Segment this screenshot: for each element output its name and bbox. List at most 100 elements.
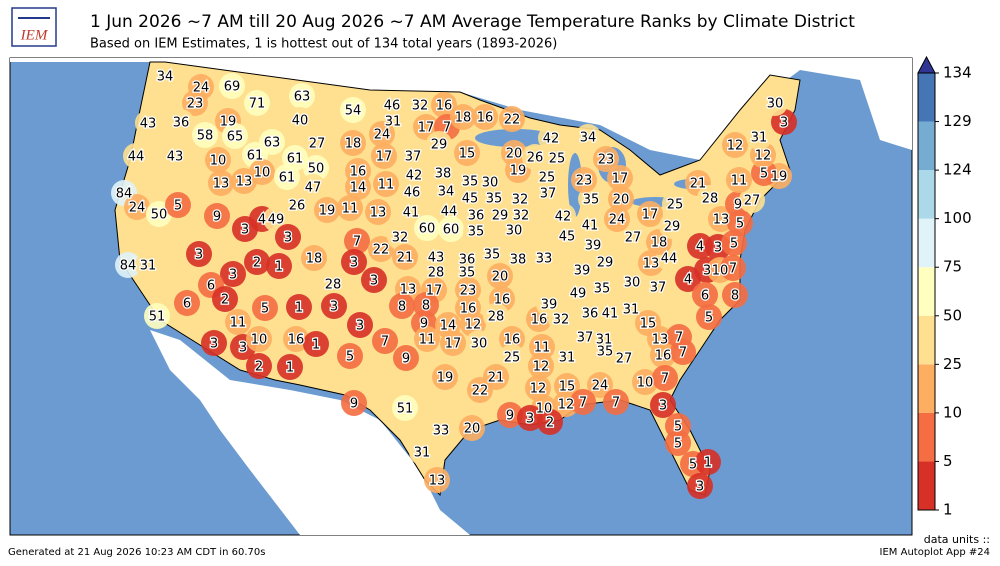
district-patch (392, 244, 418, 270)
district-rank: 69 (224, 80, 241, 95)
district-rank: 63 (264, 136, 281, 151)
district-rank: 39 (541, 298, 558, 313)
canada (10, 58, 912, 160)
district-rank: 32 (553, 313, 570, 328)
district-rank: 10 (712, 264, 729, 279)
district-rank: 11 (534, 341, 551, 356)
district-rank: 36 (459, 253, 476, 268)
district-rank: 6 (183, 297, 191, 312)
district-patch (212, 286, 238, 312)
district-patch (432, 364, 458, 390)
district-rank: 11 (342, 202, 359, 217)
district-patch (722, 132, 748, 158)
colorbar-tick-label: 134 (943, 64, 972, 82)
district-rank: 23 (598, 153, 615, 168)
district-rank: 27 (744, 194, 761, 209)
district-rank: 25 (539, 171, 556, 186)
district-rank: 35 (583, 193, 600, 208)
district-patch (246, 353, 272, 379)
district-patch (205, 147, 231, 173)
district-rank: 18 (345, 137, 362, 152)
district-rank: 51 (397, 402, 414, 417)
colorbar-tick-label: 25 (943, 355, 962, 373)
district-patch (208, 170, 234, 196)
district-rank: 39 (574, 264, 591, 279)
district-patch (389, 293, 415, 319)
district-patch (487, 263, 513, 289)
district-rank: 5 (261, 302, 269, 317)
colorbar-frame (917, 72, 936, 511)
district-rank: 2 (253, 256, 261, 271)
district-patch (550, 203, 576, 229)
district-rank: 12 (465, 318, 482, 333)
district-rank: 7 (729, 262, 737, 277)
colorbar-tick-label: 124 (943, 161, 972, 179)
district-rank: 20 (506, 147, 523, 162)
district-patch (369, 121, 395, 147)
district-rank: 8 (422, 299, 430, 314)
district-patch (426, 131, 452, 157)
district-patch (371, 143, 397, 169)
district-patch (341, 249, 367, 275)
district-patch (337, 343, 363, 369)
district-rank: 40 (292, 114, 309, 129)
district-rank: 15 (640, 317, 657, 332)
district-rank: 46 (384, 99, 401, 114)
district-patch (340, 130, 366, 156)
district-patch (597, 300, 623, 326)
district-patch (593, 146, 619, 172)
district-rank: 20 (613, 193, 630, 208)
logo-box (11, 7, 57, 47)
district-rank: 47 (305, 181, 322, 196)
district-rank: 37 (405, 150, 422, 165)
district-rank: 29 (597, 256, 614, 271)
district-patch (575, 124, 601, 150)
district-rank: 10 (637, 376, 654, 391)
district-rank: 27 (309, 137, 326, 152)
district-rank: 16 (531, 313, 548, 328)
district-patch (341, 390, 367, 416)
district-rank: 5 (674, 437, 682, 452)
district-patch (283, 326, 309, 352)
district-patch (414, 215, 440, 241)
district-rank: 4 (258, 213, 266, 228)
district-rank: 5 (689, 458, 697, 473)
logo-text: IEM (20, 27, 49, 43)
district-rank: 8 (398, 300, 406, 315)
district-rank: 61 (279, 171, 296, 186)
district-rank: 39 (585, 239, 602, 254)
district-rank: 61 (287, 152, 304, 167)
district-patch (438, 216, 464, 242)
district-patch (244, 90, 270, 116)
district-rank: 4 (696, 240, 704, 255)
mexico (150, 330, 470, 535)
district-patch (277, 354, 303, 380)
colorbar-tick-label: 75 (943, 258, 962, 276)
district-patch (572, 324, 598, 350)
colorbar-tick-label: 5 (943, 452, 953, 470)
colorbar-tick-label: 1 (943, 501, 953, 519)
district-rank: 14 (350, 181, 367, 196)
district-rank: 41 (582, 219, 599, 234)
app-label: IEM Autoplot App #24 (880, 547, 990, 558)
district-rank: 61 (247, 149, 264, 164)
district-rank: 41 (403, 206, 420, 221)
district-patch (304, 130, 330, 156)
district-rank: 14 (440, 319, 457, 334)
district-rank: 12 (533, 360, 550, 375)
district-rank: 9 (402, 352, 410, 367)
colorbar-tick-label: 10 (943, 403, 962, 421)
district-rank: 2 (546, 416, 554, 431)
district-patch (222, 123, 248, 149)
district-rank: 63 (294, 90, 311, 105)
district-patch (499, 106, 525, 132)
district-rank: 16 (504, 333, 521, 348)
district-rank: 13 (713, 213, 730, 228)
district-patch (220, 261, 246, 287)
district-patch (537, 409, 563, 435)
district-rank: 25 (504, 351, 521, 366)
district-patch (162, 143, 188, 169)
colorbar-tick-label: 100 (943, 209, 972, 227)
